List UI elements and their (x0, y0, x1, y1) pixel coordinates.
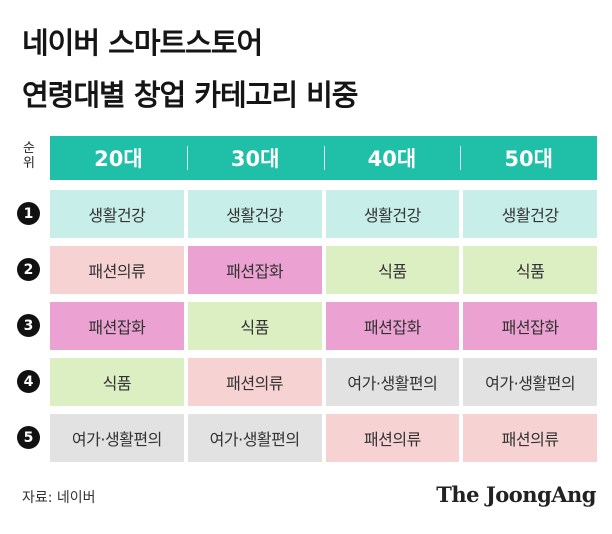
rank-header-char-2: 위 (23, 156, 35, 171)
age-group-header: 20대 30대 40대 50대 (50, 136, 597, 180)
table-cell: 생활건강 (325, 190, 460, 238)
rank-badge-1: 1 (17, 202, 40, 225)
rank-header-char-1: 순 (23, 141, 35, 156)
table-cell: 식품 (463, 246, 597, 294)
table-cell: 여가·생활편의 (325, 358, 460, 406)
table-cell: 패션잡화 (50, 302, 184, 350)
table-cell: 식품 (50, 358, 184, 406)
table-cell: 여가·생활편의 (50, 414, 184, 462)
table-row: 식품 패션의류 여가·생활편의 여가·생활편의 (50, 358, 597, 406)
rank-badge-5: 5 (17, 426, 40, 449)
column-header-20s: 20대 (94, 147, 143, 171)
column-header-50s: 50대 (460, 136, 597, 180)
table-cell: 패션잡화 (463, 302, 597, 350)
rank-badge-4: 4 (17, 370, 40, 393)
table-cell: 식품 (187, 302, 322, 350)
column-header-40s: 40대 (323, 136, 461, 180)
rank-badge-2: 2 (17, 258, 40, 281)
table-cell: 여가·생활편의 (187, 414, 322, 462)
table-row: 패션의류 패션잡화 식품 식품 (50, 246, 597, 294)
table-row: 패션잡화 식품 패션잡화 패션잡화 (50, 302, 597, 350)
rank-badge-3: 3 (17, 314, 40, 337)
table-row: 여가·생활편의 여가·생활편의 패션의류 패션의류 (50, 414, 597, 462)
source-note: 자료: 네이버 (22, 490, 96, 506)
table-cell: 생활건강 (187, 190, 322, 238)
table-cell: 패션의류 (325, 414, 460, 462)
chart-title-line-1: 네이버 스마트스토어 (22, 26, 263, 60)
table-cell: 패션잡화 (187, 246, 322, 294)
chart-title-line-2: 연령대별 창업 카테고리 비중 (22, 78, 358, 112)
column-header-30s: 30대 (186, 136, 324, 180)
table-cell: 패션의류 (50, 246, 184, 294)
brand-logo: The JoongAng (436, 482, 596, 507)
table-row: 생활건강 생활건강 생활건강 생활건강 (50, 190, 597, 238)
table-cell: 생활건강 (50, 190, 184, 238)
table-cell: 식품 (325, 246, 460, 294)
table-cell: 패션의류 (187, 358, 322, 406)
rank-column-header: 순 위 (18, 141, 40, 171)
table-cell: 패션잡화 (325, 302, 460, 350)
table-cell: 패션의류 (463, 414, 597, 462)
table-cell: 여가·생활편의 (463, 358, 597, 406)
table-cell: 생활건강 (463, 190, 597, 238)
